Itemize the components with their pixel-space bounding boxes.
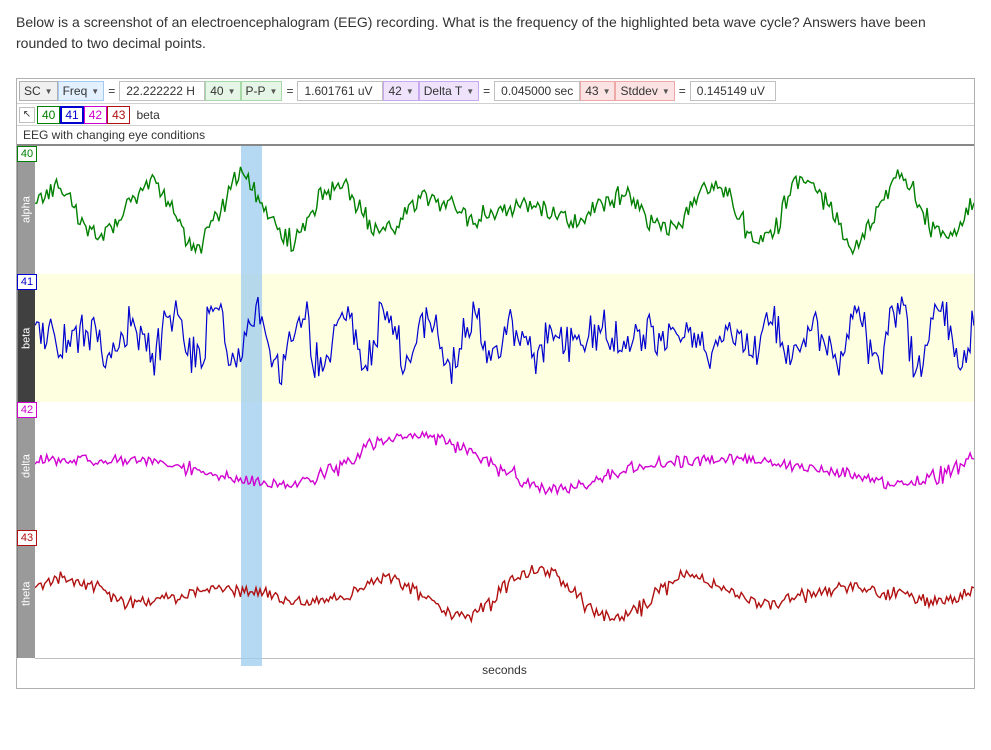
chevron-down-icon: ▼ <box>406 87 414 96</box>
channel-track-alpha[interactable]: 40alpha <box>17 146 974 274</box>
equals-sign: = <box>479 84 494 98</box>
metric3-dropdown[interactable]: Delta T ▼ <box>419 81 479 101</box>
channel-label: delta <box>17 402 35 530</box>
recording-title: EEG with changing eye conditions <box>17 125 974 144</box>
waveform-delta <box>35 402 974 530</box>
channel-tabs: ↖ 40414243 beta <box>17 103 974 125</box>
channel-track-beta[interactable]: 41beta <box>17 274 974 402</box>
channel-number[interactable]: 42 <box>17 402 37 418</box>
ch1-label: 40 <box>210 84 223 98</box>
channel-tab-41[interactable]: 41 <box>60 106 83 124</box>
waveform-theta <box>35 530 974 658</box>
measurement-toolbar: SC ▼ Freq ▼ = 22.222222 H 40 ▼ P-P ▼ = 1… <box>17 79 974 103</box>
channel-label: beta <box>17 274 35 402</box>
channel-track-theta[interactable]: 43theta <box>17 530 974 658</box>
metric3-label: Delta T <box>424 84 462 98</box>
channel-number[interactable]: 43 <box>17 530 37 546</box>
metric2-value: 1.601761 uV <box>297 81 383 101</box>
metric3-value: 0.045000 sec <box>494 81 580 101</box>
metric2-dropdown[interactable]: P-P ▼ <box>241 81 283 101</box>
metric4-label: Stddev <box>620 84 657 98</box>
channel-number[interactable]: 41 <box>17 274 37 290</box>
question-text: Below is a screenshot of an electroencep… <box>16 12 975 54</box>
chevron-down-icon: ▼ <box>91 87 99 96</box>
cursor-tool-icon[interactable]: ↖ <box>19 107 35 123</box>
sc-dropdown[interactable]: SC ▼ <box>19 81 58 101</box>
chevron-down-icon: ▼ <box>270 87 278 96</box>
channel-track-delta[interactable]: 42delta <box>17 402 974 530</box>
ch2-label: 42 <box>388 84 401 98</box>
ch3-dropdown[interactable]: 43 ▼ <box>580 81 615 101</box>
equals-sign: = <box>282 84 297 98</box>
metric4-dropdown[interactable]: Stddev ▼ <box>615 81 674 101</box>
chevron-down-icon: ▼ <box>466 87 474 96</box>
equals-sign: = <box>675 84 690 98</box>
channel-tab-40[interactable]: 40 <box>37 106 60 124</box>
channel-label: alpha <box>17 146 35 274</box>
chevron-down-icon: ▼ <box>662 87 670 96</box>
equals-sign: = <box>104 84 119 98</box>
chart-area: 40alpha41beta42delta43theta seconds <box>17 144 974 688</box>
chevron-down-icon: ▼ <box>45 87 53 96</box>
metric2-label: P-P <box>246 84 266 98</box>
x-axis-label: seconds <box>35 658 974 680</box>
ch3-label: 43 <box>585 84 598 98</box>
channel-tab-43[interactable]: 43 <box>107 106 130 124</box>
ch2-dropdown[interactable]: 42 ▼ <box>383 81 418 101</box>
metric1-value: 22.222222 H <box>119 81 205 101</box>
eeg-panel: SC ▼ Freq ▼ = 22.222222 H 40 ▼ P-P ▼ = 1… <box>16 78 975 689</box>
metric1-dropdown[interactable]: Freq ▼ <box>58 81 105 101</box>
metric4-value: 0.145149 uV <box>690 81 776 101</box>
waveform-beta <box>35 274 974 402</box>
chevron-down-icon: ▼ <box>228 87 236 96</box>
waveform-alpha <box>35 146 974 274</box>
wave-type-label: beta <box>132 108 163 122</box>
channel-label: theta <box>17 530 35 658</box>
ch1-dropdown[interactable]: 40 ▼ <box>205 81 240 101</box>
sc-label: SC <box>24 84 41 98</box>
metric1-label: Freq <box>63 84 88 98</box>
channel-tab-42[interactable]: 42 <box>84 106 107 124</box>
chevron-down-icon: ▼ <box>603 87 611 96</box>
channel-number[interactable]: 40 <box>17 146 37 162</box>
